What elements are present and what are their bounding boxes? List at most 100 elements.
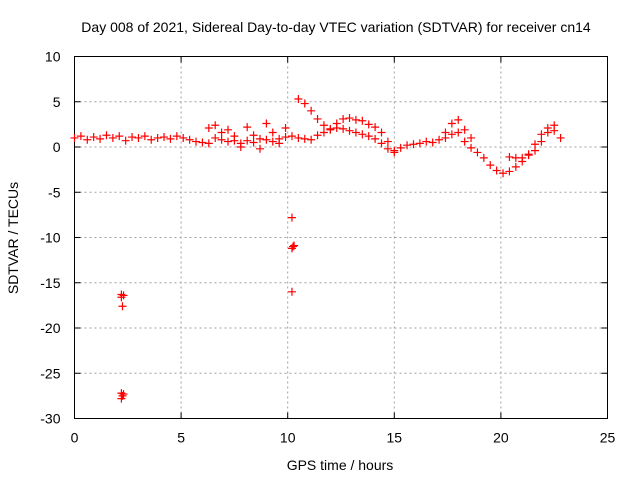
data-point	[281, 123, 290, 132]
data-point	[255, 134, 264, 143]
data-point	[268, 137, 277, 146]
data-point	[134, 133, 143, 142]
data-point	[166, 134, 175, 143]
data-point	[289, 242, 298, 251]
data-point	[415, 139, 424, 148]
data-point	[409, 140, 418, 149]
data-point	[204, 123, 213, 132]
data-point	[383, 137, 392, 146]
data-point	[358, 116, 367, 125]
data-point	[118, 391, 127, 400]
data-point	[179, 133, 188, 142]
data-point	[505, 167, 514, 176]
data-point	[307, 135, 316, 144]
y-tick-label: -5	[48, 184, 61, 200]
data-point	[518, 153, 527, 162]
data-point	[351, 128, 360, 137]
data-point	[441, 128, 450, 137]
data-point	[119, 390, 128, 399]
data-point	[102, 131, 111, 140]
data-point	[358, 130, 367, 139]
data-point	[396, 143, 405, 152]
data-point	[108, 133, 117, 142]
x-tick-label: 0	[71, 430, 79, 446]
y-tick-label: -15	[40, 275, 60, 291]
data-point	[467, 133, 476, 142]
data-point	[147, 135, 156, 144]
data-point	[255, 144, 264, 153]
series-main-track	[70, 123, 565, 178]
x-tick-label: 25	[600, 430, 616, 446]
data-point	[287, 132, 296, 141]
y-axis-label: SDTVAR / TECUs	[5, 182, 21, 294]
data-point	[447, 119, 456, 128]
data-point	[140, 132, 149, 141]
data-point	[543, 128, 552, 137]
data-point	[556, 133, 565, 142]
data-point	[351, 115, 360, 124]
data-point	[83, 135, 92, 144]
data-point	[492, 166, 501, 175]
data-point	[262, 119, 271, 128]
data-point	[454, 115, 463, 124]
x-tick-label: 10	[280, 430, 296, 446]
data-point	[364, 132, 373, 141]
y-tick-label: 10	[45, 49, 61, 65]
data-point	[172, 132, 181, 141]
y-tick-label: -25	[40, 365, 60, 381]
data-point	[290, 241, 299, 250]
data-point	[531, 146, 540, 155]
data-point	[319, 121, 328, 130]
data-point	[479, 153, 488, 162]
data-point	[119, 291, 128, 300]
grid	[74, 56, 608, 419]
data-point	[339, 114, 348, 123]
data-point	[313, 114, 322, 123]
data-point	[217, 135, 226, 144]
data-point	[300, 99, 309, 108]
data-point	[211, 133, 220, 142]
data-point	[89, 133, 98, 142]
data-point	[307, 106, 316, 115]
data-point	[486, 161, 495, 170]
data-point	[377, 139, 386, 148]
data-point	[230, 132, 239, 141]
data-point	[332, 119, 341, 128]
data-point	[511, 162, 520, 171]
data-point	[224, 137, 233, 146]
data-point	[499, 169, 508, 178]
x-axis-label: GPS time / hours	[287, 457, 394, 473]
y-tick-label: -10	[40, 230, 60, 246]
series-outliers	[117, 213, 299, 403]
data-point	[281, 133, 290, 142]
data-point	[236, 143, 245, 151]
data-point	[76, 132, 85, 141]
x-tick-label: 20	[493, 430, 509, 446]
data-point	[287, 213, 296, 222]
axis-ticks: 0 5 10 15 20 25 -30 -25 -20 -15 -10 -5 0 5 10	[40, 49, 615, 446]
series-secondary-track	[204, 95, 559, 162]
data-point	[287, 287, 296, 296]
data-point	[294, 133, 303, 142]
data-point	[192, 137, 201, 146]
data-point	[537, 137, 546, 146]
data-point	[211, 121, 220, 130]
data-point	[377, 128, 386, 137]
data-point	[467, 143, 476, 152]
data-point	[403, 141, 412, 150]
data-point	[224, 125, 233, 134]
data-point	[249, 138, 258, 147]
data-point	[96, 134, 105, 143]
data-point	[160, 133, 169, 142]
data-point	[262, 135, 271, 144]
data-point	[505, 152, 514, 161]
data-point	[313, 131, 322, 140]
data-point	[294, 95, 303, 104]
data-point	[460, 125, 469, 134]
data-point	[326, 124, 335, 133]
data-point	[390, 148, 399, 157]
data-point	[371, 123, 380, 132]
data-point	[268, 128, 277, 137]
data-point	[128, 133, 137, 142]
